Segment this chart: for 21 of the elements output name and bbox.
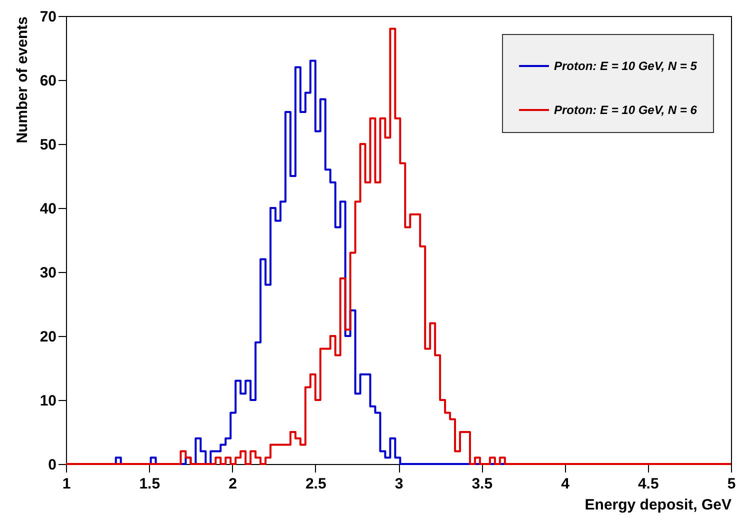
y-tick-label: 0 [48, 456, 56, 474]
x-tick-label: 2.5 [305, 476, 326, 492]
x-tick-label: 3 [394, 476, 404, 492]
x-tick-label: 4.5 [638, 476, 659, 492]
x-axis-title: Energy deposit, GeV [584, 496, 732, 514]
y-tick-label: 20 [40, 328, 56, 346]
legend-label: Proton: E = 10 GeV, N = 6 [554, 103, 698, 117]
y-axis-title: Number of events [14, 16, 31, 144]
y-tick-label: 40 [40, 200, 56, 218]
x-tick-label: 1 [62, 476, 71, 492]
y-tick-label: 50 [40, 136, 56, 154]
y-tick-label: 10 [40, 392, 56, 410]
y-tick-label: 30 [40, 264, 56, 282]
x-tick-label: 5 [727, 476, 736, 492]
x-tick-label: 4 [561, 476, 570, 492]
x-tick-label: 1.5 [139, 476, 160, 492]
y-tick-label: 60 [40, 72, 56, 90]
x-tick-label: 2 [228, 476, 237, 492]
legend-label: Proton: E = 10 GeV, N = 5 [554, 59, 698, 73]
y-tick-label: 70 [40, 8, 56, 26]
x-tick-label: 3.5 [472, 476, 493, 492]
